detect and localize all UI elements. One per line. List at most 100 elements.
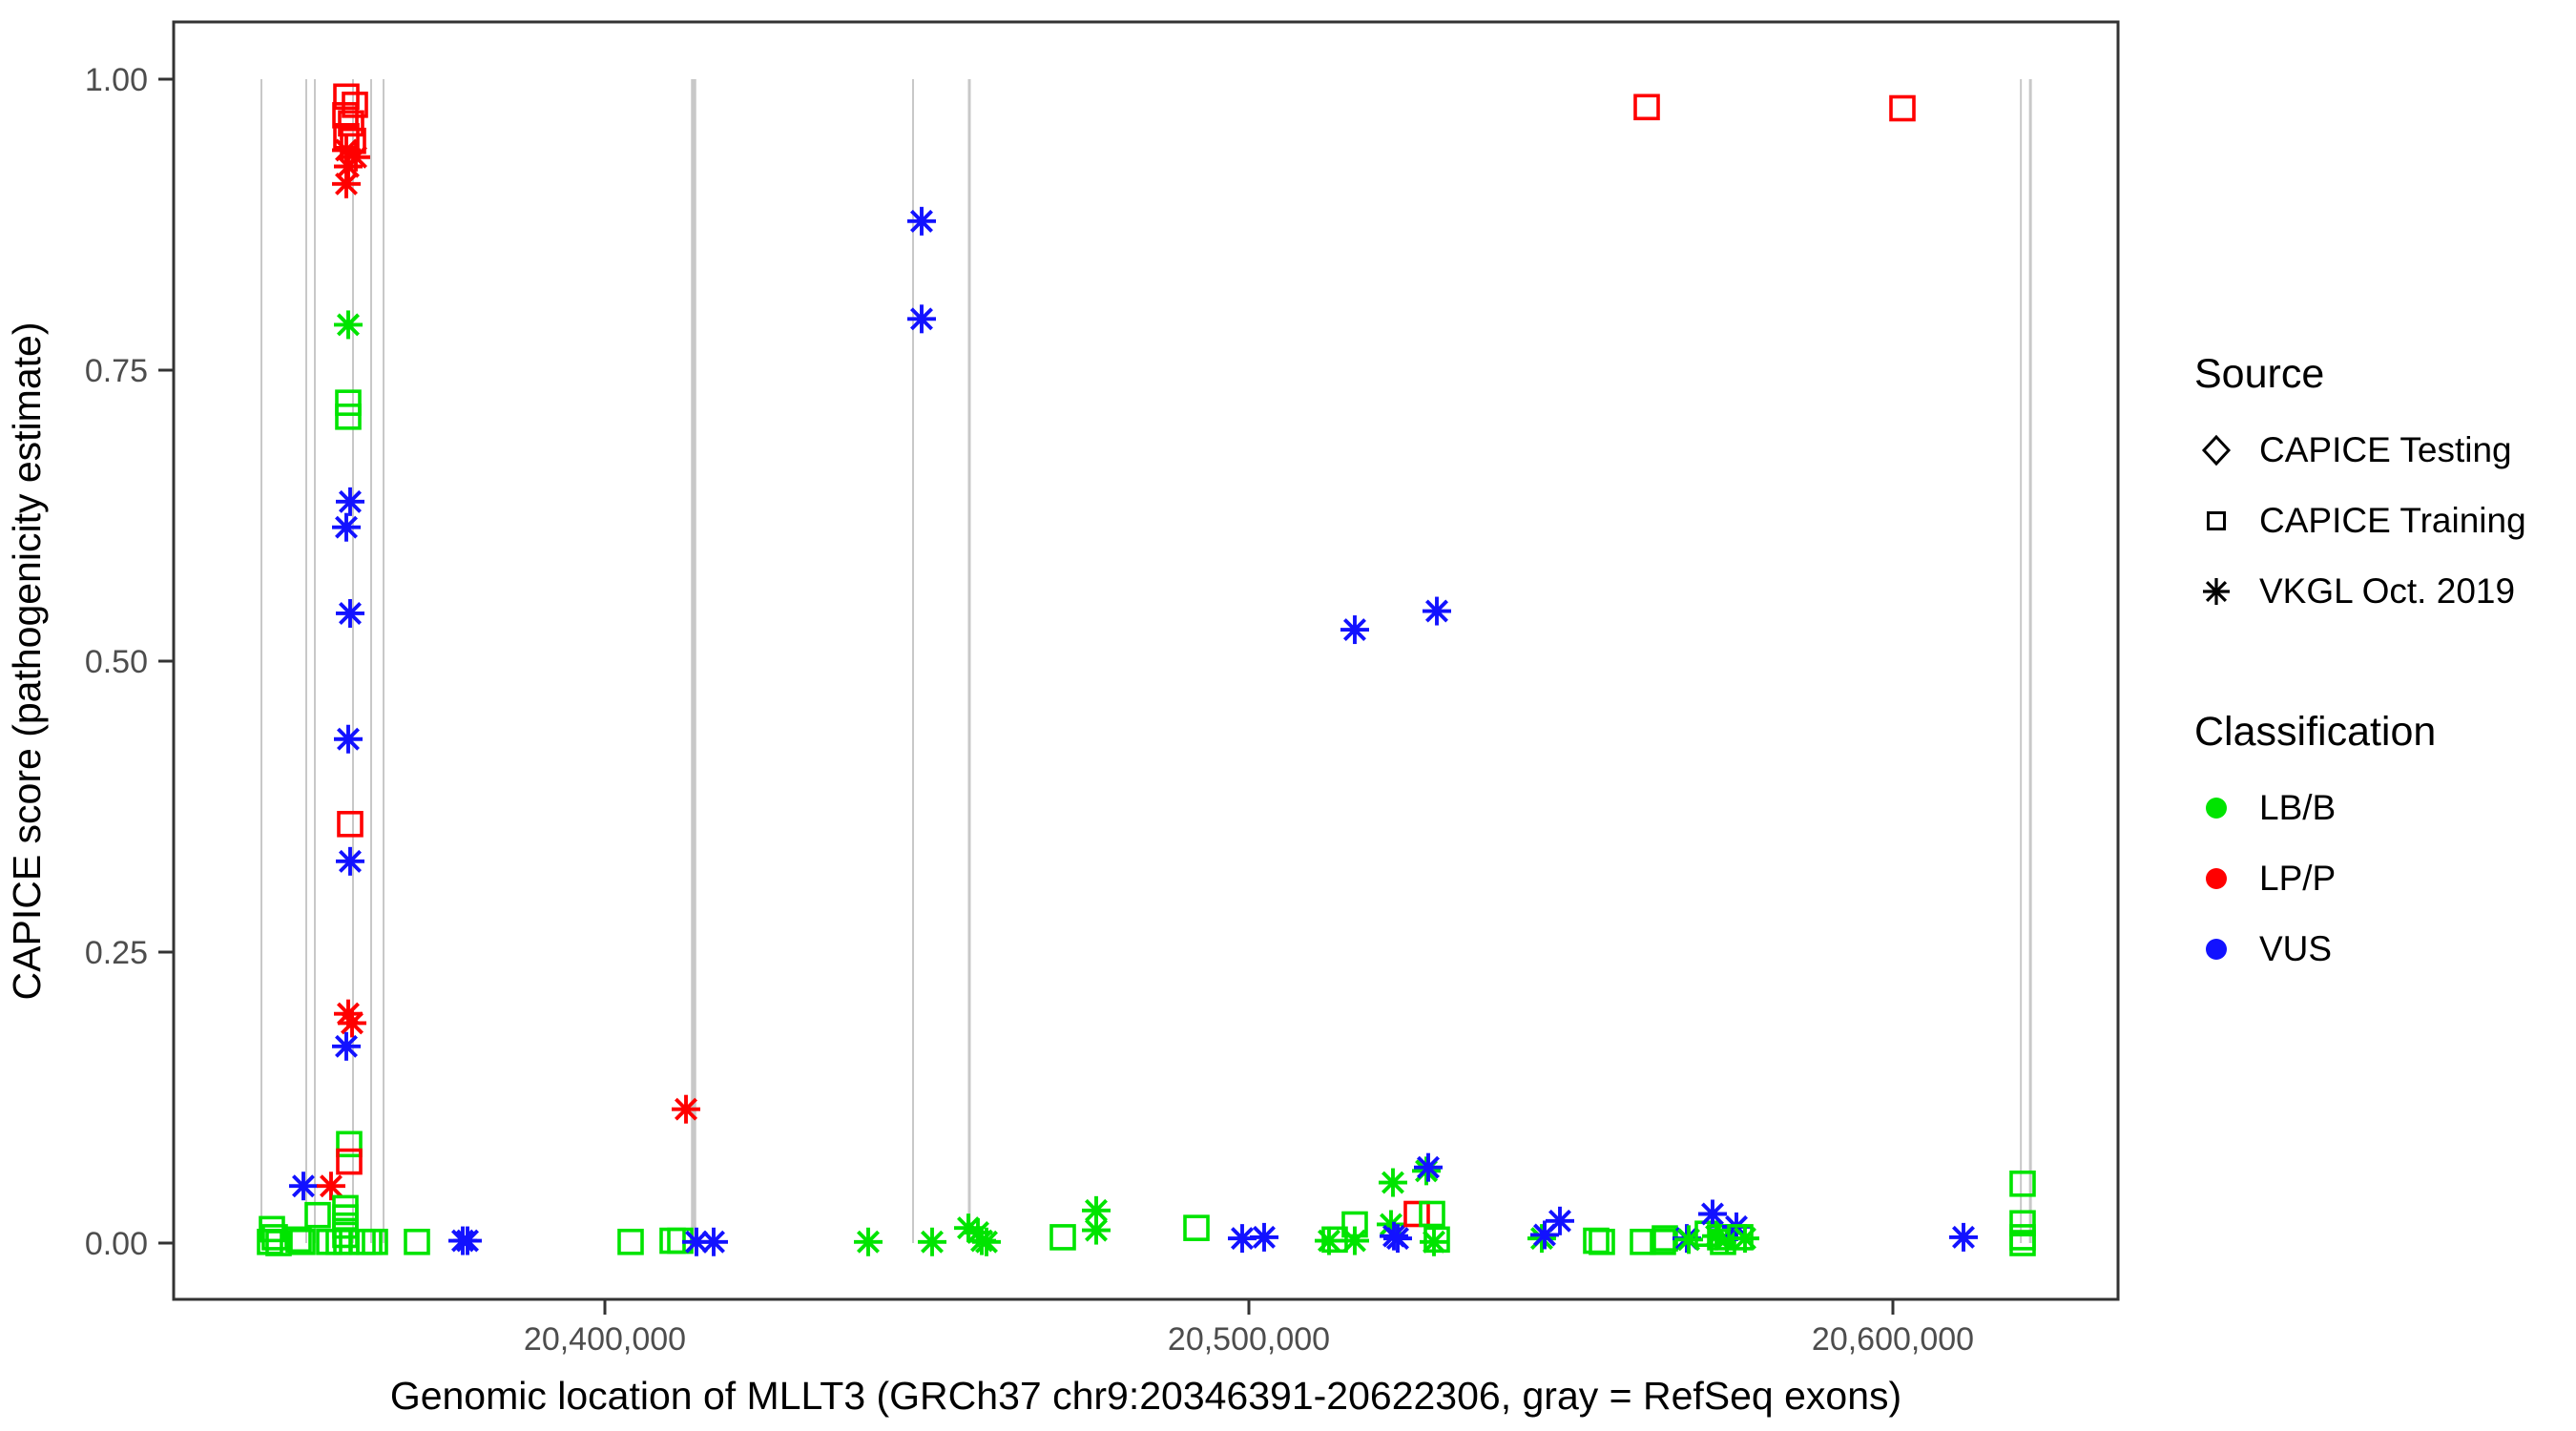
y-tick-label: 0.75 [85,353,148,389]
data-point [1949,1222,1978,1252]
data-point [333,724,363,754]
data-point [304,1201,331,1229]
data-point [1420,1227,1449,1256]
legend-spacer [2194,627,2557,709]
legend-item-label: LB/B [2259,788,2337,827]
refseq-exon-lines [260,79,2032,1243]
x-tick-label: 20,500,000 [1168,1321,1330,1358]
data-point [333,83,360,111]
data-point [906,304,936,334]
asterisk-icon [2194,570,2238,613]
data-point [1889,94,1916,122]
data-point [325,1228,352,1255]
green-dot-icon [2194,786,2238,830]
data-point [362,1228,388,1255]
data-point [681,1227,711,1256]
data-point [1249,1222,1278,1252]
data-point [332,512,362,542]
data-point [335,846,364,876]
data-point [1423,1226,1450,1254]
data-point [335,598,364,628]
data-point [332,1031,362,1061]
data-point [1650,1228,1676,1255]
square-icon [2194,499,2238,543]
data-point [332,169,362,198]
red-dot-icon [2194,857,2238,901]
data-point [1382,1224,1412,1254]
data-point [285,1226,312,1254]
data-point [337,810,364,838]
data-point [854,1227,883,1256]
diamond-icon [2194,428,2238,472]
data-point [1710,1228,1736,1255]
data-point [288,1172,318,1201]
data-point [1340,615,1369,645]
legend-item-label: LP/P [2259,859,2337,898]
y-axis-title: CAPICE score (pathogenicity estimate) [5,322,49,1001]
data-point [1697,1199,1727,1229]
legend-item-vkgl: VKGL Oct. 2019 [2194,556,2557,627]
data-point [1081,1215,1111,1245]
data-point [1419,1200,1445,1228]
data-point [333,310,363,340]
legend-item-vus: VUS [2194,914,2557,985]
legend-item-label: CAPICE Training [2259,501,2526,540]
data-point [617,1228,644,1255]
data-point [2009,1210,2036,1237]
legend-item-label: CAPICE Testing [2259,430,2512,469]
data-point [336,1130,363,1158]
x-tick-label: 20,600,000 [1812,1321,1974,1358]
data-point [259,1215,285,1243]
data-point [332,102,359,129]
legend-item-capice-testing: CAPICE Testing [2194,415,2557,486]
legend-item-label: VUS [2259,929,2333,968]
data-point [918,1227,947,1256]
data-point [1530,1220,1560,1250]
data-point [335,487,364,516]
data-point [906,206,936,236]
data-point [316,1228,343,1255]
y-tick-label: 1.00 [85,62,148,98]
legend-item-lpp: LP/P [2194,843,2557,914]
data-point [316,1172,345,1201]
data-point [659,1227,686,1255]
legend-classification-title: Classification [2194,709,2437,755]
data-point [404,1228,430,1255]
data-point [356,1228,383,1255]
data-point [1545,1206,1574,1235]
data-point [1378,1168,1407,1197]
data-points [257,83,2036,1256]
axis-ticks: 0.00 0.25 0.50 0.75 1.00 20,400,000 20,500,000… [85,62,1974,1358]
y-tick-label: 0.50 [85,644,148,680]
data-point [453,1226,483,1255]
data-point [2009,1230,2036,1256]
data-point [1589,1228,1615,1255]
y-tick-label: 0.25 [85,935,148,971]
plot-panel-border [172,20,2120,1301]
blue-dot-icon [2194,927,2238,971]
legend-item-label: VKGL Oct. 2019 [2259,571,2516,611]
data-point [971,1227,1001,1256]
data-point [1422,596,1451,626]
data-point [336,1148,363,1175]
data-point [1340,1226,1369,1255]
data-point [1414,1152,1444,1182]
x-tick-label: 20,400,000 [524,1321,686,1358]
data-point [699,1227,729,1256]
data-point [1633,93,1660,121]
data-point [335,403,362,430]
data-point [1081,1195,1111,1225]
y-tick-label: 0.00 [85,1226,148,1262]
legend-source-title: Source [2194,351,2325,397]
data-point [1730,1224,1759,1254]
data-point [1674,1225,1704,1255]
data-point [335,389,362,416]
x-axis-title: Genomic location of MLLT3 (GRCh37 chr9:2… [390,1374,1901,1418]
data-point [1183,1214,1210,1241]
data-point [672,1094,701,1124]
data-point [1403,1200,1430,1228]
data-point [333,1228,360,1255]
data-point [289,1228,316,1255]
